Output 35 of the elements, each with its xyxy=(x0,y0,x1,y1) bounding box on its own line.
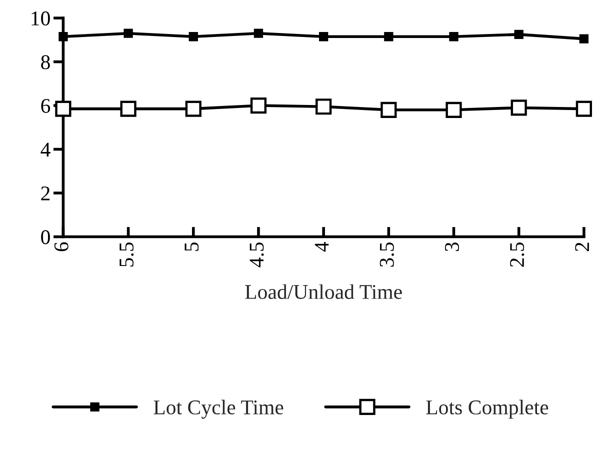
x-tick-label: 6 xyxy=(54,242,68,252)
point xyxy=(449,32,458,42)
point xyxy=(120,100,136,117)
point xyxy=(58,32,68,42)
point xyxy=(124,28,133,38)
point xyxy=(576,100,592,117)
point xyxy=(384,32,394,42)
legend-label: Lot Cycle Time xyxy=(154,400,284,419)
legend-label: Lots Complete xyxy=(426,400,548,419)
x-tick-label: 5.5 xyxy=(120,242,134,266)
y-tick-label: 8 xyxy=(41,55,50,70)
y-tick-label: 6 xyxy=(41,98,50,113)
x-tick-label: 2 xyxy=(575,242,589,252)
point xyxy=(446,102,462,118)
point xyxy=(188,32,198,42)
point xyxy=(514,30,524,40)
x-tick-label: 3 xyxy=(444,242,459,252)
x-tick-label: 5 xyxy=(184,242,199,251)
point xyxy=(185,100,202,117)
point xyxy=(316,98,332,115)
x-tick-label: 4 xyxy=(314,242,329,252)
x-tick-label: 3.5 xyxy=(380,242,394,267)
point xyxy=(380,102,397,118)
point xyxy=(250,97,267,114)
y-tick-label: 4 xyxy=(40,142,50,157)
y-tick-label: 0 xyxy=(41,230,50,244)
x-tick-label: 2.5 xyxy=(510,242,524,267)
y-tick-label: 2 xyxy=(41,186,50,200)
point xyxy=(510,100,527,116)
point xyxy=(254,28,264,38)
point xyxy=(579,34,589,44)
x-tick-label: 4.5 xyxy=(250,242,264,268)
x-axis-title: Load/Unload Time xyxy=(245,284,402,300)
point xyxy=(318,32,328,42)
y-tick-label: 10 xyxy=(32,11,50,26)
